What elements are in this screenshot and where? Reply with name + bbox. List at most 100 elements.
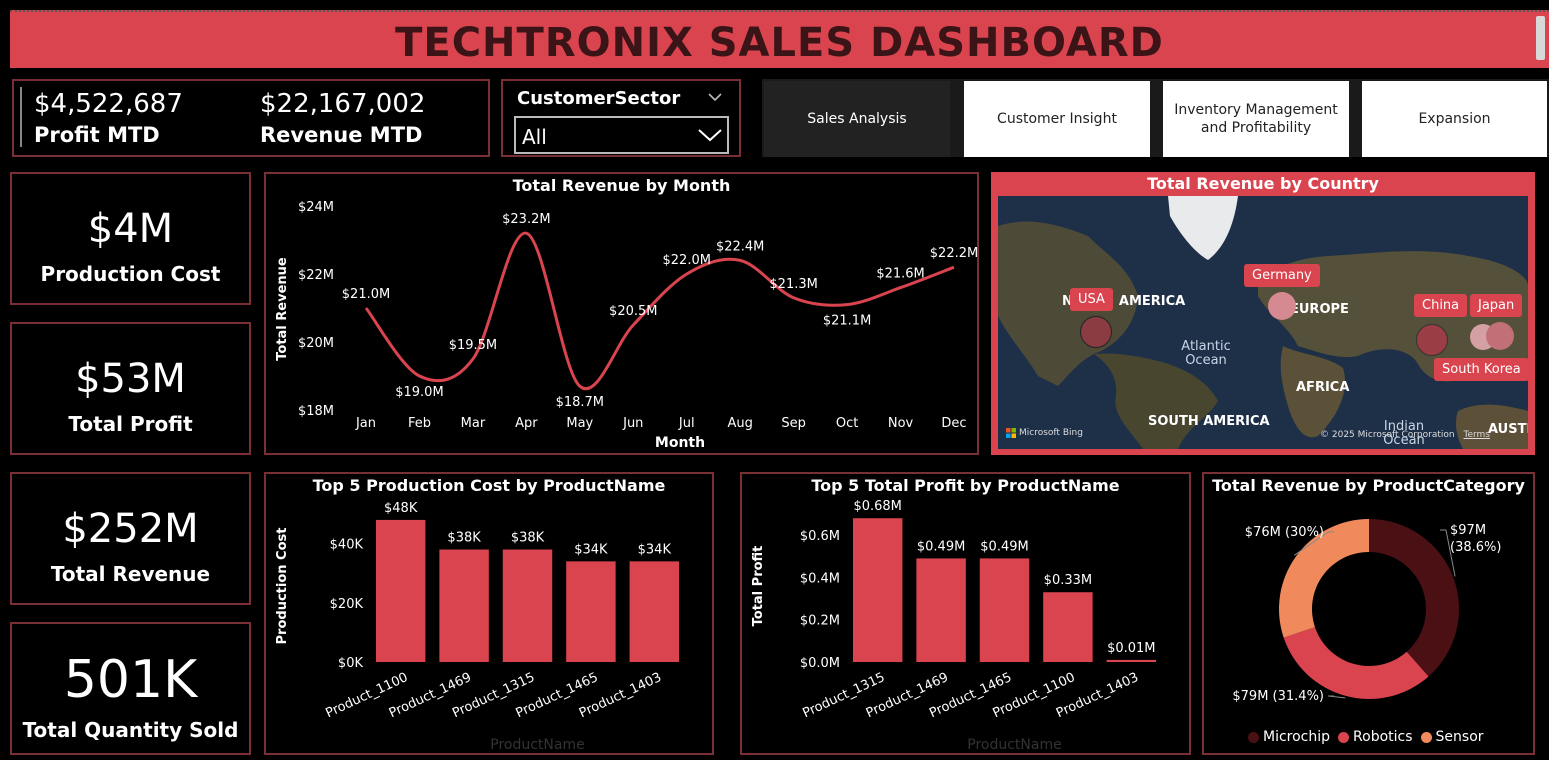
region-prefix: N: [1062, 294, 1073, 309]
total-profit-label: Total Profit: [68, 412, 193, 436]
bar: [629, 561, 680, 662]
map-ocean-atlantic: Atlantic Ocean: [1181, 339, 1231, 368]
revenue-line-series: [364, 231, 955, 391]
legend-sensor[interactable]: Sensor: [1420, 729, 1484, 745]
map-copyright-text: © 2025 Microsoft Corporation: [1320, 430, 1455, 440]
sector-dropdown[interactable]: All: [514, 116, 729, 154]
data-label: $21.0M: [342, 287, 390, 302]
bar: [1106, 659, 1157, 662]
revenue-mtd-label: Revenue MTD: [260, 123, 423, 147]
nav-sales-analysis[interactable]: Sales Analysis: [764, 81, 950, 157]
bar: [916, 558, 966, 662]
microsoft-logo-icon: [1006, 428, 1016, 438]
bing-attribution-text: Microsoft Bing: [1019, 428, 1083, 438]
bar-data-label: $0.01M: [1107, 641, 1155, 656]
y-tick-label: $0.4M: [800, 571, 840, 586]
legend-dot: [1420, 731, 1432, 743]
kpi-divider: [20, 87, 22, 147]
bar-data-label: $0.49M: [980, 539, 1028, 554]
nav-customer-insight[interactable]: Customer Insight: [964, 81, 1150, 157]
profit-mtd-label: Profit MTD: [34, 123, 160, 147]
world-map[interactable]: N AMERICA EUROPE AFRICA SOUTH AMERICA AUS…: [998, 196, 1528, 449]
nav-expansion[interactable]: Expansion: [1362, 81, 1547, 157]
donut-data-label: $76M (30%): [1245, 525, 1324, 540]
legend-robotics[interactable]: Robotics: [1338, 729, 1413, 745]
production-cost-chart-title: Top 5 Production Cost by ProductName: [312, 476, 666, 495]
nav-inventory-profitability[interactable]: Inventory Management and Profitability: [1163, 81, 1349, 157]
customer-sector-slicer: CustomerSector All: [501, 79, 741, 157]
y-tick-label: $0.6M: [800, 529, 840, 544]
y-tick-label: $20K: [330, 597, 364, 612]
revenue-by-month-title: Total Revenue by Month: [512, 176, 731, 195]
donut-data-sublabel: (38.6%): [1450, 540, 1501, 555]
nav-bar: Sales Analysis Customer Insight Inventor…: [762, 79, 1549, 157]
x-axis-title: ProductName: [490, 737, 584, 753]
data-label: $22.0M: [663, 253, 711, 268]
card-total-profit: $53M Total Profit: [10, 322, 251, 455]
production-cost-label: Production Cost: [40, 262, 221, 286]
map-label-china: China: [1414, 294, 1468, 317]
y-tick-label: $22M: [298, 268, 334, 283]
chevron-down-icon[interactable]: [707, 91, 723, 103]
y-tick-label: $40K: [330, 538, 364, 553]
map-region-europe: EUROPE: [1290, 302, 1349, 317]
sector-dropdown-value: All: [522, 125, 547, 149]
total-revenue-value: $252M: [62, 506, 199, 552]
map-bubble-germany[interactable]: [1268, 292, 1296, 320]
legend-label: Robotics: [1353, 729, 1413, 745]
map-label-germany: Germany: [1244, 264, 1320, 287]
bar: [979, 558, 1030, 662]
y-tick-label: $0.2M: [800, 614, 840, 629]
legend-dot: [1248, 731, 1259, 743]
legend-label: Microchip: [1263, 729, 1331, 745]
revenue-mtd-value: $22,167,002: [260, 89, 426, 119]
x-tick-label: Jan: [355, 416, 376, 431]
bar: [1043, 592, 1093, 662]
revenue-by-category-title: Total Revenue by ProductCategory: [1212, 476, 1525, 495]
data-label: $19.0M: [395, 385, 443, 400]
total-profit-panel: Top 5 Total Profit by ProductName $0.0M $…: [740, 472, 1191, 755]
data-label: $20.5M: [609, 304, 657, 319]
category-legend: Microchip Robotics Sensor: [1248, 729, 1492, 745]
legend-microchip[interactable]: Microchip: [1248, 729, 1330, 745]
y-axis-title: Total Revenue: [275, 257, 290, 361]
total-quantity-label: Total Quantity Sold: [22, 718, 239, 742]
map-bubble-japan[interactable]: [1486, 322, 1514, 350]
map-ocean-indian: Indian Ocean: [1383, 419, 1425, 448]
revenue-by-month-chart[interactable]: $18M $20M $22M $24M Jan Feb Mar Apr May Jun Jul Aug…: [266, 174, 977, 453]
x-tick-label: Oct: [836, 416, 858, 431]
total-profit-value: $53M: [75, 356, 186, 402]
leader-line: [1294, 531, 1334, 556]
total-profit-chart[interactable]: $0.0M $0.2M $0.4M $0.6M Total Profit $0.68M Pr…: [742, 474, 1189, 753]
bing-attribution: Microsoft Bing: [1006, 428, 1083, 438]
banner-scrollbar[interactable]: [1536, 16, 1545, 60]
data-label: $21.3M: [769, 277, 817, 292]
map-terms-link[interactable]: Terms: [1463, 430, 1490, 440]
world-map-land: [998, 196, 1528, 449]
bar-data-label: $38K: [447, 531, 481, 546]
bar-data-label: $0.68M: [853, 499, 901, 514]
y-tick-label: $0K: [338, 656, 364, 671]
header-banner: TECHTRONIX SALES DASHBOARD: [10, 10, 1549, 68]
revenue-by-country-panel: Total Revenue by Country N AMERICA EUROPE…: [991, 172, 1535, 455]
bar-data-label: $0.49M: [917, 539, 965, 554]
y-axis-title: Total Profit: [751, 546, 766, 627]
bar: [502, 549, 553, 662]
production-cost-value: $4M: [87, 206, 174, 252]
data-label: $23.2M: [502, 212, 550, 227]
donut-slice-robotics: [1283, 627, 1429, 699]
map-bubble-china[interactable]: [1416, 324, 1448, 356]
x-tick-label: Aug: [727, 416, 752, 431]
leader-line: [1327, 695, 1346, 699]
data-label: $18.7M: [556, 395, 604, 410]
map-label-japan: Japan: [1470, 294, 1523, 317]
total-profit-chart-title: Top 5 Total Profit by ProductName: [811, 476, 1120, 495]
revenue-by-category-chart[interactable]: $97M (38.6%) $79M (31.4%) $76M (30%): [1204, 474, 1533, 753]
map-bubble-usa[interactable]: [1080, 316, 1112, 348]
dashboard-title: TECHTRONIX SALES DASHBOARD: [395, 20, 1164, 66]
map-region-south-america: SOUTH AMERICA: [1148, 414, 1270, 429]
x-tick-label: Apr: [515, 416, 538, 431]
bar-data-label: $34K: [638, 542, 672, 557]
revenue-by-country-title: Total Revenue by Country: [1147, 174, 1379, 193]
